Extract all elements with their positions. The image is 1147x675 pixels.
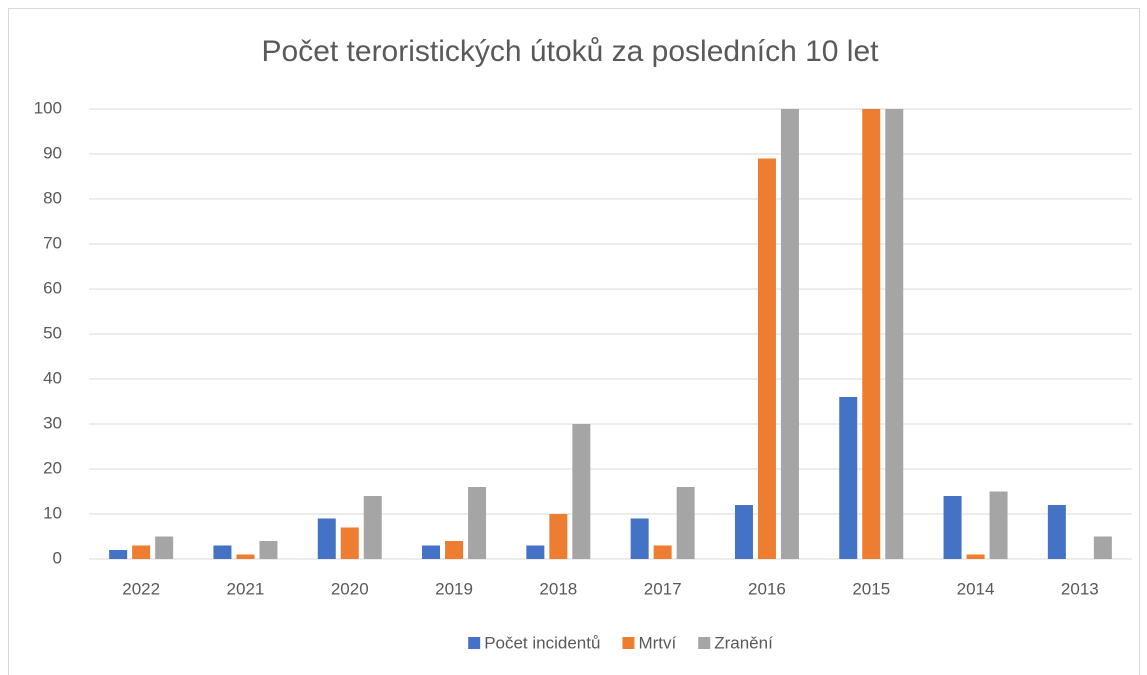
bar [236, 554, 255, 559]
bar [839, 397, 858, 559]
x-tick-label: 2016 [748, 579, 786, 598]
bar [862, 109, 881, 559]
legend-label: Zranění [714, 633, 773, 652]
bar [549, 514, 568, 559]
x-tick-label: 2014 [957, 579, 995, 598]
x-tick-label: 2019 [435, 579, 473, 598]
bar [734, 505, 753, 559]
bar [676, 487, 695, 559]
bar [422, 545, 441, 559]
x-tick-label: 2015 [852, 579, 890, 598]
bar [757, 158, 776, 559]
legend-swatch [622, 637, 635, 649]
bar [780, 109, 799, 559]
bar [109, 550, 128, 559]
y-tick-label: 0 [53, 548, 62, 567]
legend-swatch [698, 637, 711, 649]
chart-title: Počet teroristických útoků za posledních… [262, 35, 880, 68]
y-tick-label: 70 [43, 233, 62, 252]
y-tick-label: 30 [43, 413, 62, 432]
legend-swatch [468, 637, 481, 649]
bar [363, 496, 382, 559]
bar [1093, 536, 1112, 559]
y-tick-label: 50 [43, 323, 62, 342]
y-tick-label: 100 [34, 98, 62, 117]
x-tick-label: 2013 [1061, 579, 1099, 598]
bar [259, 541, 278, 559]
x-tick-label: 2018 [539, 579, 577, 598]
x-tick-label: 2020 [331, 579, 369, 598]
chart-frame [8, 8, 1140, 675]
bar [468, 487, 487, 559]
bar [155, 536, 174, 559]
legend-label: Mrtví [638, 633, 676, 652]
y-tick-label: 20 [43, 458, 62, 477]
bar [317, 518, 336, 559]
y-tick-label: 80 [43, 188, 62, 207]
bar [989, 491, 1008, 559]
bar [526, 545, 545, 559]
bar [630, 518, 649, 559]
y-tick-label: 60 [43, 278, 62, 297]
bar [132, 545, 151, 559]
bar [966, 554, 985, 559]
x-tick-label: 2017 [644, 579, 682, 598]
y-tick-label: 40 [43, 368, 62, 387]
legend-label: Počet incidentů [484, 633, 600, 652]
x-tick-label: 2022 [122, 579, 160, 598]
bar [445, 541, 464, 559]
x-tick-label: 2021 [227, 579, 265, 598]
bar [653, 545, 672, 559]
bar [1047, 505, 1066, 559]
bar [213, 545, 232, 559]
bar [340, 527, 359, 559]
bar [885, 109, 904, 559]
y-tick-label: 90 [43, 143, 62, 162]
bar [943, 496, 962, 559]
y-tick-label: 10 [43, 503, 62, 522]
bar [572, 424, 591, 559]
